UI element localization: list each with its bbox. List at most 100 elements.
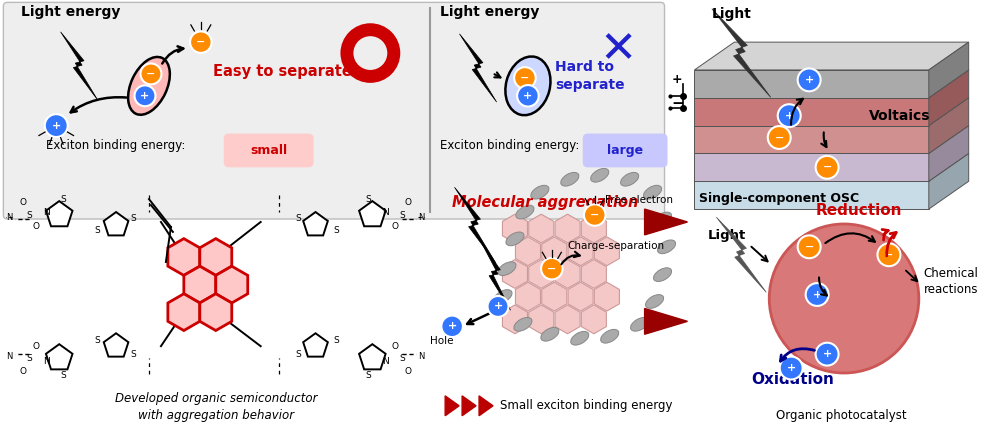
- Polygon shape: [555, 260, 580, 288]
- FancyBboxPatch shape: [583, 134, 668, 167]
- Polygon shape: [529, 214, 554, 243]
- Text: S: S: [60, 194, 66, 204]
- Polygon shape: [694, 125, 929, 153]
- Text: N: N: [418, 352, 425, 361]
- Text: O: O: [405, 198, 412, 207]
- Polygon shape: [929, 42, 969, 98]
- Polygon shape: [359, 201, 386, 226]
- Circle shape: [340, 23, 400, 83]
- Ellipse shape: [653, 212, 672, 226]
- Text: +: +: [785, 111, 794, 121]
- Polygon shape: [645, 309, 687, 334]
- Polygon shape: [581, 214, 606, 243]
- Ellipse shape: [561, 172, 579, 186]
- Text: S: S: [26, 211, 32, 219]
- Polygon shape: [694, 125, 969, 153]
- Ellipse shape: [657, 240, 676, 254]
- Text: Single-component OSC: Single-component OSC: [699, 192, 860, 205]
- Text: N: N: [418, 212, 425, 222]
- Text: S: S: [365, 194, 371, 204]
- Text: ✕: ✕: [599, 28, 636, 72]
- Text: Chemical
reactions: Chemical reactions: [924, 267, 979, 296]
- Ellipse shape: [506, 232, 524, 246]
- Polygon shape: [929, 153, 969, 209]
- Text: S: S: [94, 226, 100, 236]
- Circle shape: [768, 126, 791, 149]
- Ellipse shape: [514, 317, 532, 331]
- Text: Exciton binding energy:: Exciton binding energy:: [46, 139, 186, 153]
- Circle shape: [135, 85, 155, 106]
- Text: −: −: [775, 132, 784, 142]
- Text: +: +: [140, 91, 150, 101]
- Ellipse shape: [494, 290, 512, 303]
- Text: O: O: [392, 342, 399, 350]
- Polygon shape: [46, 201, 73, 226]
- Text: −: −: [196, 37, 206, 47]
- Polygon shape: [529, 260, 554, 288]
- Text: Light: Light: [707, 229, 746, 242]
- Text: large: large: [607, 144, 643, 157]
- Text: S: S: [26, 354, 32, 363]
- Polygon shape: [568, 237, 593, 266]
- Text: Voltaics: Voltaics: [869, 109, 930, 123]
- Ellipse shape: [601, 329, 619, 343]
- Text: Molecular aggregation: Molecular aggregation: [452, 195, 639, 210]
- Polygon shape: [515, 237, 541, 266]
- Text: Hole: Hole: [430, 336, 454, 346]
- Polygon shape: [694, 181, 929, 209]
- Text: Easy to separate: Easy to separate: [213, 64, 352, 79]
- Polygon shape: [445, 396, 459, 416]
- Text: O: O: [392, 222, 399, 232]
- Polygon shape: [104, 212, 128, 236]
- Polygon shape: [694, 70, 969, 98]
- Ellipse shape: [531, 185, 549, 199]
- Ellipse shape: [621, 172, 639, 186]
- Polygon shape: [303, 212, 328, 236]
- Text: −: −: [804, 242, 814, 252]
- Polygon shape: [46, 344, 73, 369]
- Circle shape: [769, 224, 919, 373]
- Polygon shape: [515, 282, 541, 311]
- Polygon shape: [502, 214, 527, 243]
- Text: −: −: [547, 264, 557, 274]
- Text: Light: Light: [711, 7, 751, 21]
- Polygon shape: [581, 260, 606, 288]
- Text: N: N: [43, 357, 50, 366]
- Ellipse shape: [571, 331, 589, 345]
- Polygon shape: [462, 396, 476, 416]
- Polygon shape: [555, 305, 580, 334]
- Circle shape: [816, 156, 839, 179]
- Circle shape: [877, 243, 900, 266]
- Text: O: O: [20, 198, 27, 207]
- Text: −: −: [520, 73, 530, 83]
- Polygon shape: [694, 98, 929, 125]
- Ellipse shape: [591, 168, 609, 182]
- Text: Developed organic semiconductor
with aggregation behavior: Developed organic semiconductor with agg…: [115, 392, 317, 422]
- FancyBboxPatch shape: [3, 2, 665, 219]
- Polygon shape: [929, 70, 969, 125]
- Ellipse shape: [653, 268, 672, 281]
- Polygon shape: [568, 282, 593, 311]
- Polygon shape: [200, 294, 232, 330]
- Polygon shape: [359, 344, 386, 369]
- Text: +: +: [523, 91, 533, 101]
- Polygon shape: [694, 153, 969, 181]
- Text: S: S: [94, 336, 100, 345]
- Circle shape: [488, 296, 508, 317]
- Text: +: +: [493, 302, 503, 312]
- Ellipse shape: [498, 262, 516, 276]
- Ellipse shape: [646, 295, 664, 309]
- Ellipse shape: [631, 317, 649, 331]
- Circle shape: [517, 85, 539, 107]
- Polygon shape: [479, 396, 493, 416]
- Text: N: N: [43, 208, 50, 217]
- Circle shape: [816, 343, 839, 366]
- Text: −: −: [822, 162, 832, 172]
- Polygon shape: [581, 305, 606, 334]
- Text: +: +: [805, 75, 814, 85]
- Text: N: N: [6, 212, 12, 222]
- Text: +: +: [52, 121, 61, 131]
- Text: small: small: [250, 144, 287, 157]
- Circle shape: [584, 204, 606, 226]
- Text: −: −: [590, 210, 599, 220]
